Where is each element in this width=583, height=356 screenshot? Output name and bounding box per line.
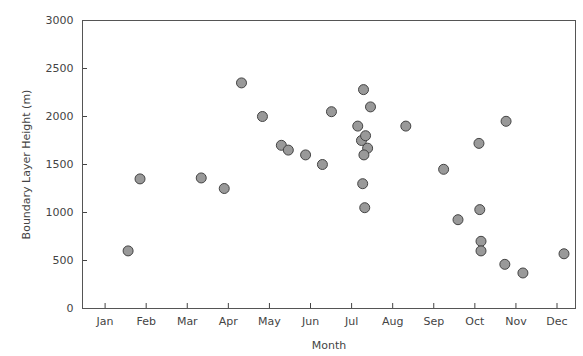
- svg-text:Month: Month: [312, 339, 347, 352]
- svg-text:Mar: Mar: [177, 315, 198, 328]
- svg-text:Oct: Oct: [465, 315, 485, 328]
- svg-text:Aug: Aug: [382, 315, 403, 328]
- svg-text:Boundary Layer Height (m): Boundary Layer Height (m): [20, 90, 33, 240]
- svg-text:1500: 1500: [46, 158, 74, 171]
- svg-text:500: 500: [53, 254, 74, 267]
- svg-text:Feb: Feb: [136, 315, 155, 328]
- svg-text:Jan: Jan: [96, 315, 114, 328]
- svg-text:0: 0: [67, 302, 74, 315]
- svg-text:May: May: [258, 315, 281, 328]
- svg-text:Sep: Sep: [423, 315, 444, 328]
- svg-text:3000: 3000: [46, 14, 74, 27]
- svg-text:1000: 1000: [46, 206, 74, 219]
- svg-text:Jun: Jun: [301, 315, 319, 328]
- svg-text:Jul: Jul: [344, 315, 358, 328]
- svg-text:Apr: Apr: [219, 315, 239, 328]
- svg-text:Nov: Nov: [505, 315, 527, 328]
- svg-text:Dec: Dec: [546, 315, 567, 328]
- svg-text:2000: 2000: [46, 110, 74, 123]
- svg-text:2500: 2500: [46, 62, 74, 75]
